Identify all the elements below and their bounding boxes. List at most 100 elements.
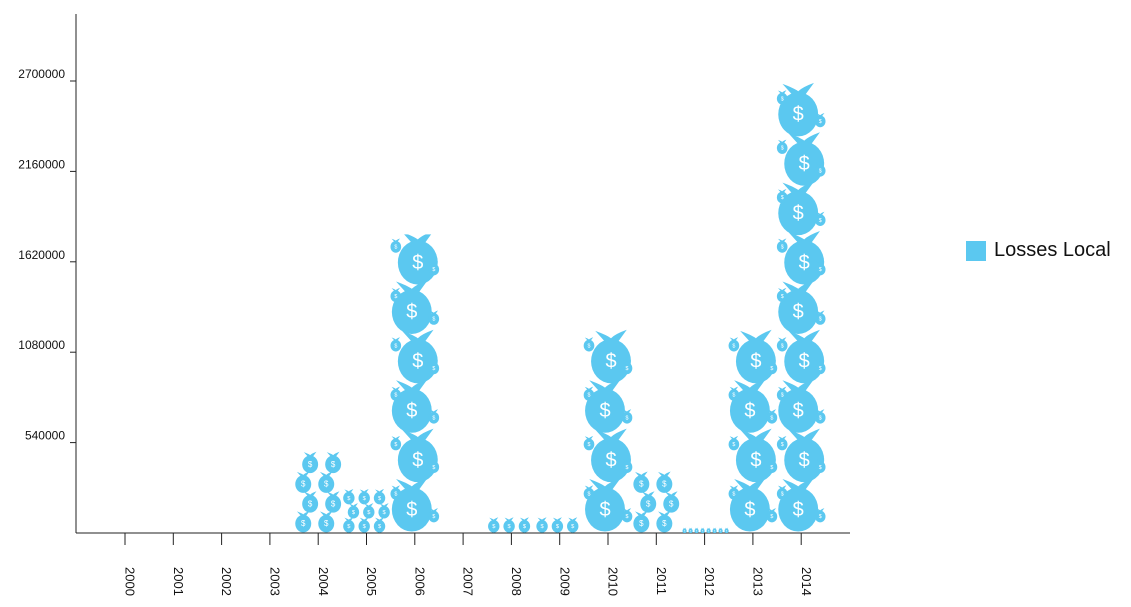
svg-text:$: $ [708, 531, 710, 533]
svg-text:$: $ [599, 400, 610, 422]
svg-text:$: $ [599, 499, 610, 521]
svg-text:$: $ [406, 499, 417, 521]
svg-text:$: $ [394, 442, 397, 448]
svg-text:$: $ [588, 343, 591, 349]
legend-label: Losses Local [994, 239, 1111, 261]
svg-text:$: $ [308, 499, 313, 508]
svg-text:$: $ [750, 449, 761, 471]
svg-text:$: $ [732, 343, 735, 349]
svg-text:$: $ [394, 245, 397, 251]
x-tick-label: 2003 [267, 567, 282, 596]
bar: $ $ $ $ $ $ $ $ $ [343, 489, 390, 533]
svg-text:$: $ [702, 531, 704, 533]
svg-text:$: $ [626, 415, 629, 421]
svg-text:$: $ [412, 252, 423, 274]
svg-text:$: $ [793, 202, 804, 224]
svg-text:$: $ [750, 351, 761, 373]
svg-text:$: $ [363, 524, 367, 530]
svg-text:$: $ [432, 317, 435, 323]
svg-text:$: $ [301, 519, 306, 528]
svg-text:$: $ [793, 104, 804, 126]
svg-text:$: $ [412, 449, 423, 471]
x-tick-label: 2009 [557, 567, 572, 596]
svg-text:$: $ [352, 510, 356, 516]
svg-text:$: $ [508, 524, 512, 530]
svg-text:$: $ [781, 245, 784, 251]
svg-text:$: $ [799, 252, 810, 274]
x-tick-label: 2012 [702, 567, 717, 596]
svg-text:$: $ [432, 415, 435, 421]
bar: $ $ $ $ $ $ $ $ [295, 451, 342, 533]
svg-text:$: $ [781, 442, 784, 448]
legend-swatch [966, 240, 986, 261]
svg-text:$: $ [799, 449, 810, 471]
svg-text:$: $ [732, 393, 735, 399]
bar: $ $ $ $ $ $ $ $ [682, 527, 729, 534]
svg-text:$: $ [819, 168, 822, 174]
svg-text:$: $ [781, 393, 784, 399]
y-tick-label: 1620000 [18, 248, 65, 262]
y-tick-label: 2700000 [18, 67, 65, 81]
x-tick-label: 2011 [654, 567, 669, 595]
svg-text:$: $ [324, 480, 329, 489]
svg-text:$: $ [406, 301, 417, 323]
x-tick-label: 2006 [412, 567, 427, 596]
svg-text:$: $ [432, 366, 435, 372]
svg-text:$: $ [626, 366, 629, 372]
bar: $ $ $ [536, 517, 579, 533]
svg-text:$: $ [744, 499, 755, 521]
svg-text:$: $ [684, 531, 686, 533]
x-tick-label: 2007 [461, 567, 476, 596]
svg-text:$: $ [744, 400, 755, 422]
svg-text:$: $ [819, 317, 822, 323]
svg-text:$: $ [432, 267, 435, 273]
svg-text:$: $ [394, 294, 397, 300]
bar: $ $ $ $ $ $ $ $ $ $ $ $ [583, 329, 633, 532]
x-tick-label: 2001 [171, 567, 186, 596]
y-tick-label: 2160000 [18, 157, 65, 171]
svg-text:$: $ [626, 514, 629, 520]
svg-text:$: $ [378, 496, 382, 502]
svg-text:$: $ [819, 218, 822, 224]
bar: $ $ $ [488, 517, 531, 533]
svg-text:$: $ [363, 496, 367, 502]
svg-text:$: $ [394, 491, 397, 497]
bar: $ $ $ $ $ $ $ $ $ $ $ $ [728, 329, 778, 532]
x-tick-label: 2004 [316, 567, 331, 596]
svg-text:$: $ [394, 393, 397, 399]
svg-text:$: $ [669, 499, 674, 508]
x-tick-label: 2010 [606, 567, 621, 596]
svg-text:$: $ [588, 491, 591, 497]
svg-text:$: $ [819, 267, 822, 273]
x-tick-label: 2005 [364, 567, 379, 596]
svg-text:$: $ [605, 351, 616, 373]
svg-text:$: $ [331, 460, 336, 469]
svg-text:$: $ [770, 514, 773, 520]
svg-text:$: $ [432, 465, 435, 471]
svg-text:$: $ [378, 524, 382, 530]
svg-text:$: $ [781, 343, 784, 349]
svg-text:$: $ [696, 531, 698, 533]
svg-text:$: $ [412, 351, 423, 373]
svg-text:$: $ [605, 449, 616, 471]
svg-text:$: $ [781, 294, 784, 300]
svg-text:$: $ [819, 465, 822, 471]
svg-text:$: $ [347, 524, 351, 530]
bar: $ $ $ $ $ $ $ $ $ $ $ $ $ $ $ $ $ $ $ $ $ $ $ $ $ $ $ [776, 82, 826, 532]
svg-text:$: $ [819, 366, 822, 372]
svg-text:$: $ [819, 514, 822, 520]
svg-text:$: $ [556, 524, 560, 530]
svg-text:$: $ [626, 465, 629, 471]
svg-text:$: $ [781, 195, 784, 201]
svg-text:$: $ [588, 393, 591, 399]
svg-text:$: $ [720, 531, 722, 533]
x-tick-label: 2013 [750, 567, 765, 596]
svg-text:$: $ [690, 531, 692, 533]
svg-text:$: $ [308, 460, 313, 469]
bar: $ $ $ $ $ $ $ $ $ $ $ $ $ $ $ $ $ $ [390, 234, 440, 532]
svg-text:$: $ [588, 442, 591, 448]
svg-text:$: $ [639, 519, 644, 528]
x-tick-label: 2002 [219, 567, 234, 596]
bar: $ $ $ $ $ $ [633, 471, 680, 533]
